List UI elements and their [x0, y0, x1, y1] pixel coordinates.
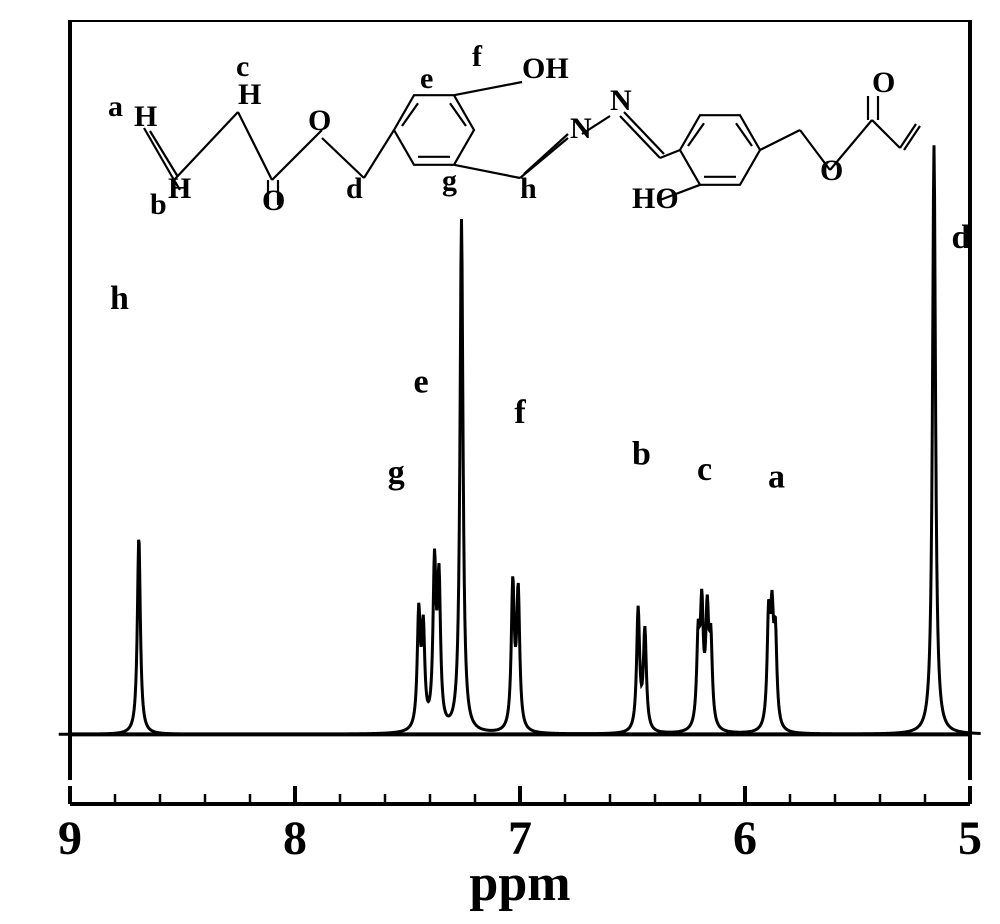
structure-diagram: aHbHcHOOdefgOHhNNHOOO: [108, 40, 920, 221]
structure-label: b: [150, 188, 167, 221]
bond: [272, 130, 322, 180]
bond: [688, 123, 704, 146]
bond: [620, 116, 660, 158]
bond: [238, 112, 272, 180]
structure-label: h: [520, 172, 537, 205]
bond: [524, 134, 568, 174]
x-tick-label: 8: [283, 812, 307, 865]
peak-label-g: g: [388, 455, 405, 492]
structure-label: g: [442, 164, 457, 197]
bond: [760, 130, 800, 150]
peak-label-e: e: [413, 363, 428, 400]
peak-label-a: a: [768, 458, 785, 495]
structure-label: O: [872, 66, 895, 99]
top-mask: [0, 0, 1000, 20]
peak-label-h: h: [110, 280, 129, 317]
structure-label: H: [168, 172, 191, 205]
bond: [454, 165, 520, 178]
structure-label: e: [420, 62, 433, 95]
bond: [454, 82, 522, 95]
bond: [736, 123, 752, 146]
structure-label: O: [308, 104, 331, 137]
structure-label: H: [238, 78, 261, 111]
structure-label: OH: [522, 52, 569, 85]
structure-label: H: [134, 100, 157, 133]
bond: [402, 103, 418, 126]
bond: [174, 112, 238, 180]
bond: [624, 112, 664, 154]
figure-container: aHbHcHOOdefgOHhNNHOOO98765ppmhgefbcad: [0, 0, 1000, 924]
x-axis-label: ppm: [469, 855, 570, 912]
peak-label-f: f: [514, 394, 526, 431]
structure-label: N: [610, 84, 632, 117]
x-tick-label: 9: [58, 812, 82, 865]
structure-label: d: [346, 172, 363, 205]
peak-label-d: d: [952, 219, 971, 256]
structure-label: a: [108, 90, 123, 123]
structure-label: HO: [632, 182, 679, 215]
x-tick-label: 5: [958, 812, 982, 865]
bond: [872, 120, 900, 148]
nmr-figure-svg: aHbHcHOOdefgOHhNNHOOO98765ppmhgefbcad: [0, 0, 1000, 924]
bond: [364, 130, 394, 178]
x-tick-label: 6: [733, 812, 757, 865]
nmr-spectrum-trace: [59, 145, 981, 734]
peak-label-b: b: [632, 436, 651, 473]
structure-label: O: [262, 184, 285, 217]
bond: [450, 103, 466, 126]
structure-label: N: [570, 112, 592, 145]
structure-label: f: [472, 40, 483, 73]
bond: [150, 131, 178, 177]
structure-label: O: [820, 154, 843, 187]
peak-label-c: c: [697, 451, 712, 488]
benzene-left: [394, 95, 474, 165]
benzene-right: [680, 115, 760, 185]
